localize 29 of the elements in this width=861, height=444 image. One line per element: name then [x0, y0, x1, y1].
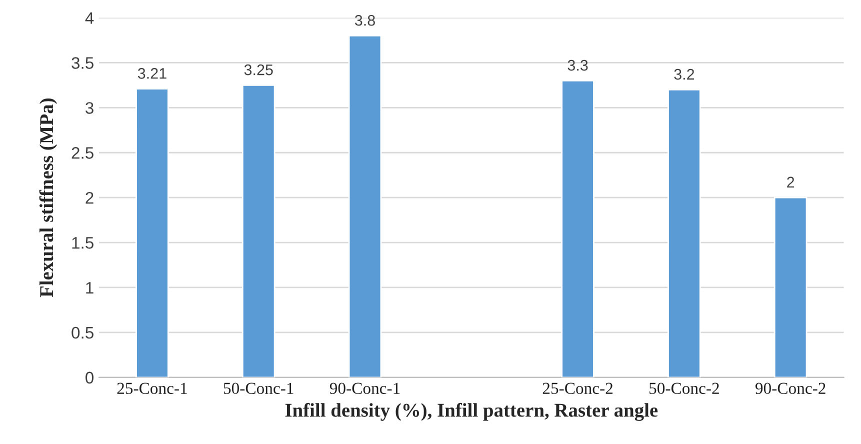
x-tick-label: 25-Conc-2 — [542, 382, 613, 394]
data-label: 3.8 — [354, 14, 375, 26]
y-tick-label: 2 — [86, 192, 94, 204]
y-tick-label: 3 — [86, 102, 94, 114]
y-tick-label: 1 — [86, 282, 94, 294]
x-tick-label: 25-Conc-1 — [117, 382, 187, 394]
bar — [668, 88, 701, 378]
y-tick-label: 3.5 — [72, 57, 94, 69]
x-tick-label: 90-Conc-1 — [330, 382, 400, 394]
bar — [242, 84, 276, 378]
data-label: 3.2 — [674, 68, 694, 80]
y-tick-label: 0 — [86, 372, 94, 384]
y-tick-label: 0.5 — [72, 326, 94, 339]
x-tick-label: 50-Conc-1 — [224, 382, 294, 394]
x-tick-label: 90-Conc-2 — [755, 382, 826, 394]
y-axis-title: Flexural stiffness (MPa) — [39, 98, 58, 298]
y-tick-label: 4 — [85, 12, 94, 24]
data-label: 3.3 — [568, 60, 588, 71]
bar — [561, 80, 594, 378]
x-axis-title: Infill density (%), Infill pattern, Raster angle — [285, 402, 658, 421]
data-label: 2 — [787, 176, 794, 188]
x-tick-label: 50-Conc-2 — [650, 382, 719, 394]
data-label: 3.21 — [138, 68, 166, 79]
y-tick-label: 2.5 — [72, 147, 94, 159]
bar — [774, 196, 808, 378]
data-label: 3.25 — [244, 64, 273, 76]
bar — [136, 88, 169, 378]
bar — [348, 35, 382, 378]
y-tick-label: 1.5 — [72, 237, 94, 249]
